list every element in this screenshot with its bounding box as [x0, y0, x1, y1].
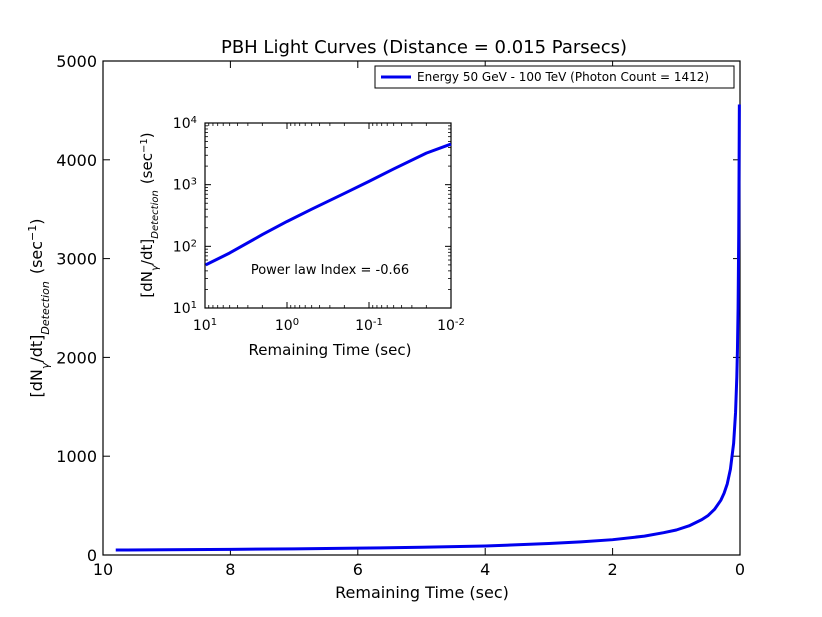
main-y-axis: 0 1000 2000 3000 4000 5000	[56, 52, 740, 565]
main-y-tick-label: 4000	[56, 151, 97, 170]
main-x-tick-label: 4	[480, 560, 490, 579]
inset-y-tick-label: 104	[173, 115, 197, 133]
inset-x-axis-label: Remaining Time (sec)	[249, 341, 412, 359]
inset-x-tick-label: 101	[193, 317, 217, 335]
inset-plot-frame	[204, 122, 452, 309]
main-x-tick-label: 8	[225, 560, 235, 579]
inset-y-axis: 101 102 103 104	[173, 115, 451, 318]
inset-y-tick-label: 101	[173, 300, 197, 318]
inset-y-tick-label: 103	[173, 176, 197, 194]
inset-y-axis-label: [dNγ/dt]Detection(sec−1)	[138, 132, 161, 297]
main-plot-frame	[102, 60, 741, 556]
legend-box	[374, 65, 735, 89]
inset-annotation: Power law Index = -0.66	[251, 263, 409, 278]
main-y-tick-label: 0	[87, 546, 97, 565]
main-y-tick-label: 1000	[56, 447, 97, 466]
legend-entry: Energy 50 GeV - 100 TeV (Photon Count = …	[417, 70, 709, 84]
main-y-tick-label: 2000	[56, 348, 97, 367]
chart-title: PBH Light Curves (Distance = 0.015 Parse…	[221, 37, 627, 58]
main-y-tick-label: 3000	[56, 250, 97, 269]
inset-x-axis: 101 100 10-1 10-2	[193, 123, 465, 334]
inset-x-tick-label: 10-1	[355, 317, 383, 335]
main-x-tick-label: 6	[353, 560, 363, 579]
main-x-tick-label: 0	[735, 560, 745, 579]
main-y-axis-label: [dNγ/dt]Detection(sec−1)	[26, 218, 52, 397]
main-series-line	[115, 104, 741, 552]
inset-series-line	[205, 142, 452, 267]
inset-x-tick-label: 100	[275, 317, 299, 335]
main-y-tick-label: 5000	[56, 52, 97, 71]
inset-x-tick-label: 10-2	[437, 317, 465, 335]
legend: Energy 50 GeV - 100 TeV (Photon Count = …	[374, 65, 735, 89]
inset-y-tick-label: 102	[173, 238, 197, 256]
main-x-axis-label: Remaining Time (sec)	[335, 583, 509, 602]
main-x-tick-label: 10	[93, 560, 113, 579]
main-x-tick-label: 2	[608, 560, 618, 579]
